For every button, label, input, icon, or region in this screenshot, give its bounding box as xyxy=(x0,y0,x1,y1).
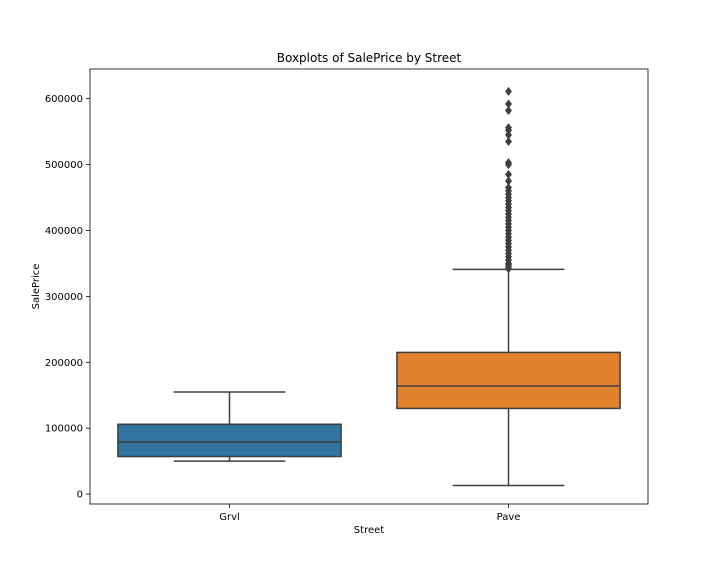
x-axis-label: Street xyxy=(354,525,384,536)
outlier-point xyxy=(504,123,513,133)
y-tick-label: 300000 xyxy=(45,292,83,303)
y-tick-label: 200000 xyxy=(45,358,83,369)
y-axis: 0 100000 200000 300000 400000 500000 600000 xyxy=(45,94,90,501)
outlier-point xyxy=(504,169,513,180)
box-group-grvl xyxy=(117,391,342,462)
y-tick-label: 600000 xyxy=(45,94,83,105)
outlier-point xyxy=(504,183,513,193)
chart-title: Boxplots of SalePrice by Street xyxy=(277,51,462,65)
outlier-point xyxy=(504,136,513,147)
y-tick-label: 100000 xyxy=(45,424,83,435)
x-tick-label: Pave xyxy=(497,512,521,523)
outlier-point xyxy=(504,130,513,140)
y-axis-label: SalePrice xyxy=(31,264,42,310)
outlier-point xyxy=(504,99,513,109)
y-tick-label: 400000 xyxy=(45,226,83,237)
y-tick-label: 0 xyxy=(77,490,83,501)
plot-area xyxy=(117,86,621,487)
outlier-point xyxy=(504,86,513,97)
outlier-point xyxy=(504,105,513,116)
outlier-point xyxy=(504,176,513,186)
y-tick-label: 500000 xyxy=(45,160,83,171)
outlier-point xyxy=(504,157,513,168)
axes-frame xyxy=(89,68,649,505)
box-pave xyxy=(396,351,621,410)
box-grvl xyxy=(117,423,342,458)
x-axis: Grvl Pave xyxy=(219,504,520,523)
box-group-pave xyxy=(396,86,621,487)
x-tick-label: Grvl xyxy=(219,512,240,523)
